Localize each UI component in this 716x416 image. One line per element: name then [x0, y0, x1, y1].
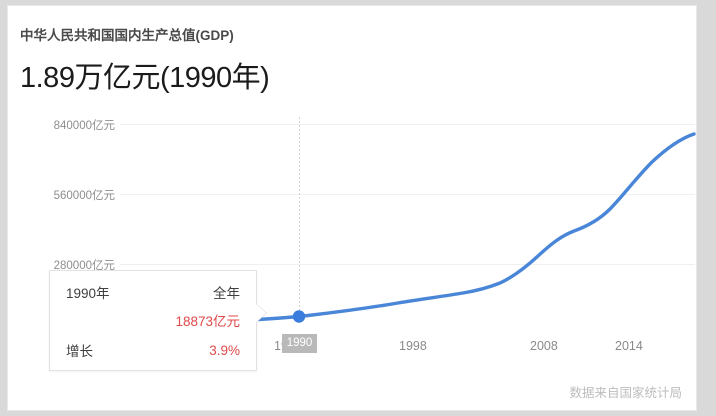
y-axis-label-560000: 560000亿元: [53, 190, 115, 202]
highlight-data-point[interactable]: [292, 310, 306, 323]
x-axis-label-2008: 2008: [530, 339, 558, 353]
page-title: 中华人民共和国国内生产总值(GDP): [20, 28, 234, 43]
tooltip-arrow-fill: [256, 304, 266, 322]
tooltip-row-header: 1990年 全年: [50, 281, 256, 303]
highlight-guideline: [299, 117, 300, 322]
y-axis-label-840000: 840000亿元: [53, 120, 115, 132]
tooltip-growth-label: 增长: [66, 344, 93, 359]
x-axis-label-2014: 2014: [615, 339, 643, 353]
tooltip-year-label: 1990年: [66, 286, 110, 301]
tooltip-row-growth: 增长 3.9%: [50, 339, 256, 361]
gdp-line-series: [118, 132, 696, 328]
plot-area: 840000亿元 560000亿元 280000亿元 1988 1998 200…: [8, 106, 696, 366]
selected-year-chip[interactable]: 1990: [282, 334, 317, 353]
gridline-840000: [120, 124, 695, 125]
tooltip-row-value: 18873亿元: [50, 309, 256, 331]
data-source-note: 数据来自国家统计局: [569, 386, 682, 400]
tooltip-value: 18873亿元: [175, 314, 240, 329]
data-tooltip: 1990年 全年 18873亿元 增长 3.9%: [49, 270, 257, 371]
tooltip-growth-value: 3.9%: [209, 342, 240, 358]
gdp-chart-card: 中华人民共和国国内生产总值(GDP) 1.89万亿元(1990年) 840000…: [7, 5, 697, 411]
tooltip-period-label: 全年: [213, 286, 240, 301]
y-axis-label-280000: 280000亿元: [53, 260, 115, 272]
gridline-560000: [120, 194, 695, 195]
headline-value: 1.89万亿元(1990年): [20, 62, 270, 94]
gridline-280000: [120, 264, 695, 265]
x-axis-label-1998: 1998: [399, 339, 427, 353]
